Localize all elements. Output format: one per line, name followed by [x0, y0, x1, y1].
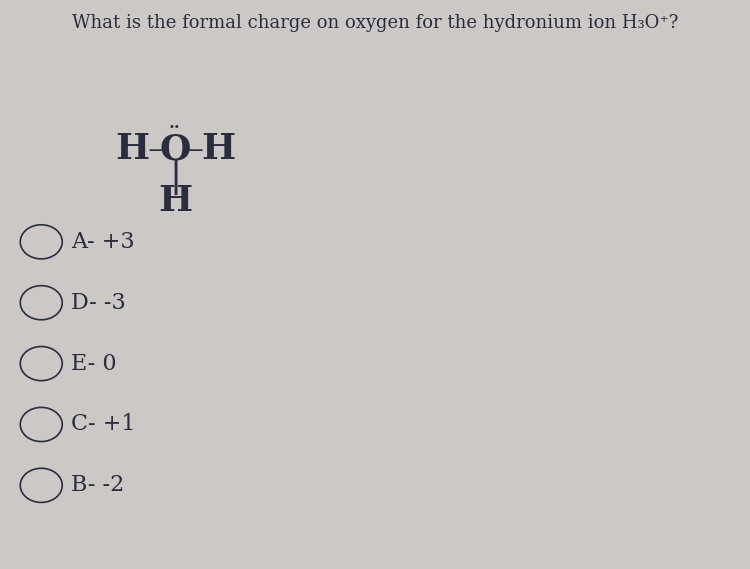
- Text: E- 0: E- 0: [71, 353, 117, 374]
- Text: A- +3: A- +3: [71, 231, 135, 253]
- Text: ··: ··: [168, 118, 180, 135]
- Text: H: H: [115, 132, 149, 166]
- Text: H: H: [158, 184, 192, 218]
- Text: D- -3: D- -3: [71, 292, 126, 314]
- Text: –: –: [147, 132, 165, 166]
- Text: H: H: [201, 132, 235, 166]
- Text: |: |: [169, 159, 181, 195]
- Text: B- -2: B- -2: [71, 475, 124, 496]
- Text: –: –: [185, 132, 203, 166]
- Text: O: O: [159, 132, 190, 166]
- Text: What is the formal charge on oxygen for the hydronium ion H₃O⁺?: What is the formal charge on oxygen for …: [72, 14, 678, 32]
- Text: C- +1: C- +1: [71, 414, 136, 435]
